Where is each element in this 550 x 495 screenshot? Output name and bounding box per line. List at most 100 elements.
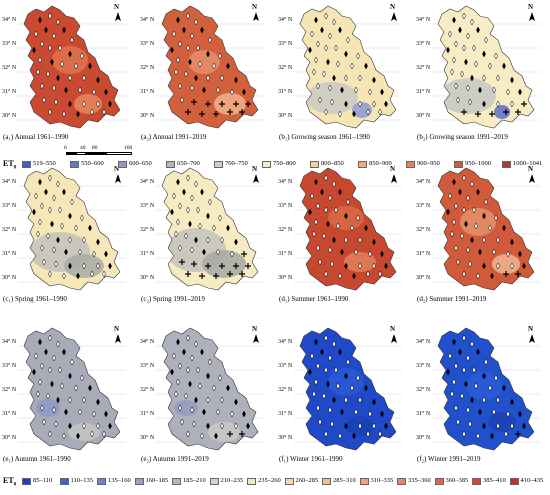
north-arrow-icon: N (251, 325, 261, 344)
legend-label: 310–335 (370, 477, 394, 484)
legend-swatch (322, 478, 331, 485)
station-diamond-marker (170, 208, 174, 216)
station-diamond-marker (182, 26, 186, 34)
station-diamond-marker (462, 12, 466, 20)
station-diamond-marker (502, 384, 506, 392)
latitude-label: 32° N (140, 387, 155, 393)
station-cross-marker (179, 259, 185, 265)
station-cross-marker (227, 431, 233, 437)
station-diamond-marker (448, 192, 452, 200)
station-diamond-marker (198, 222, 202, 230)
legend-swatch (209, 478, 219, 485)
station-diamond-marker (200, 348, 204, 356)
station-diamond-marker (482, 50, 486, 58)
legend-label: 750–800 (273, 160, 296, 167)
station-diamond-marker (40, 82, 44, 90)
north-label: N (390, 3, 396, 11)
station-diamond-marker (188, 380, 192, 388)
station-diamond-marker (378, 108, 382, 116)
station-diamond-marker (328, 246, 332, 254)
station-diamond-marker (380, 88, 384, 96)
station-diamond-marker (44, 188, 48, 196)
station-diamond-marker (212, 62, 216, 70)
latitude-label: 31° N (416, 89, 431, 95)
station-diamond-marker (214, 432, 218, 440)
north-arrow-icon: N (527, 3, 537, 22)
north-arrow-icon: N (527, 165, 537, 184)
station-diamond-marker (496, 100, 500, 108)
station-diamond-marker (34, 352, 38, 360)
station-diamond-marker (208, 358, 212, 366)
station-diamond-marker (46, 232, 50, 240)
station-diamond-marker (194, 74, 198, 82)
station-cross-marker (227, 271, 233, 277)
station-diamond-marker (90, 430, 94, 438)
et-zone (494, 105, 510, 119)
station-diamond-marker (330, 98, 334, 106)
station-diamond-marker (470, 180, 474, 188)
station-diamond-marker (332, 340, 336, 348)
station-diamond-marker (202, 86, 206, 94)
station-diamond-marker (218, 374, 222, 382)
station-cross-marker (191, 99, 197, 105)
station-diamond-marker (74, 62, 78, 70)
station-diamond-marker (92, 410, 96, 418)
station-diamond-marker (482, 212, 486, 220)
station-diamond-marker (456, 258, 460, 266)
et-zone (344, 252, 376, 272)
scale-tick: 80 (92, 145, 98, 151)
north-arrow-shape (529, 334, 535, 343)
station-diamond-marker (226, 62, 230, 70)
map-panel: 34° N 33° N 32° N 31° N 30° N N (f₁) Winter 19… (276, 322, 404, 465)
station-diamond-marker (68, 372, 72, 380)
station-diamond-marker (216, 408, 220, 416)
province-boundary (299, 167, 397, 291)
station-diamond-marker (352, 432, 356, 440)
station-diamond-marker (446, 368, 450, 376)
scale-bar: 0 40 80 160 (64, 145, 136, 160)
north-arrow-shape (391, 334, 397, 343)
station-diamond-marker (314, 56, 318, 64)
legend-label: 519–550 (33, 160, 56, 167)
latitude-label: 30° N (416, 113, 431, 119)
province-boundary (23, 327, 121, 451)
station-diamond-marker (56, 180, 60, 188)
station-diamond-marker (314, 178, 318, 186)
station-diamond-marker (350, 384, 354, 392)
station-diamond-marker (32, 46, 36, 54)
station-diamond-marker (462, 430, 466, 438)
station-diamond-marker (324, 430, 328, 438)
station-diamond-marker (102, 108, 106, 116)
station-diamond-marker (190, 354, 194, 362)
north-arrow-icon: N (113, 165, 123, 184)
station-diamond-marker (328, 84, 332, 92)
station-cross-marker (213, 111, 219, 117)
station-cross-marker (213, 273, 219, 279)
station-diamond-marker (194, 18, 198, 26)
province-map (156, 327, 264, 451)
station-diamond-marker (200, 26, 204, 34)
station-diamond-marker (70, 198, 74, 206)
station-diamond-marker (42, 418, 46, 426)
station-diamond-marker (372, 238, 376, 246)
latitude-label: 33° N (416, 363, 431, 369)
north-arrow-icon: N (113, 325, 123, 344)
latitude-label: 30° N (278, 113, 293, 119)
station-diamond-marker (32, 368, 36, 376)
legend-swatch (59, 478, 69, 485)
station-diamond-marker (522, 422, 526, 430)
station-cross-marker (245, 263, 251, 269)
legend-label: 600–650 (129, 160, 152, 167)
station-diamond-marker (62, 348, 66, 356)
station-diamond-marker (478, 86, 482, 94)
station-diamond-marker (82, 74, 86, 82)
legend-swatch (262, 161, 271, 168)
scale-segment (66, 152, 76, 155)
station-diamond-marker (36, 230, 40, 238)
station-diamond-marker (76, 432, 80, 440)
station-diamond-marker (234, 422, 238, 430)
station-diamond-marker (312, 390, 316, 398)
station-diamond-marker (322, 392, 326, 400)
station-diamond-marker (88, 224, 92, 232)
station-diamond-marker (308, 46, 312, 54)
